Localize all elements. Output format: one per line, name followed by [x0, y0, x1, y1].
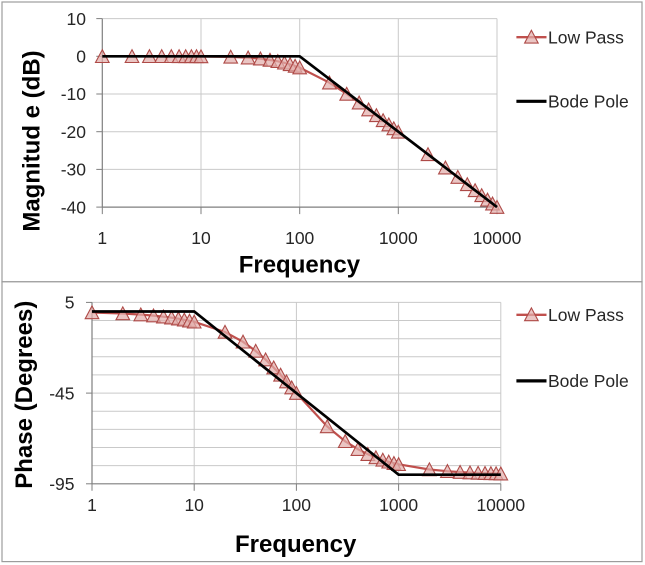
svg-text:-40: -40 [61, 197, 87, 217]
svg-text:100: 100 [285, 228, 314, 248]
svg-text:Bode Pole: Bode Pole [548, 371, 629, 391]
svg-text:100: 100 [282, 495, 311, 515]
svg-text:Bode Pole: Bode Pole [548, 92, 629, 112]
svg-text:10: 10 [67, 9, 87, 29]
svg-text:Frequency: Frequency [235, 531, 357, 558]
svg-text:Phase (Degrees): Phase (Degrees) [11, 301, 38, 489]
svg-text:1: 1 [97, 228, 107, 248]
svg-text:Low Pass: Low Pass [548, 27, 624, 47]
svg-text:5: 5 [65, 293, 75, 313]
svg-text:10000: 10000 [473, 228, 522, 248]
svg-text:10000: 10000 [476, 495, 525, 515]
svg-text:0: 0 [76, 47, 86, 67]
svg-text:1000: 1000 [379, 495, 418, 515]
svg-text:Low Pass: Low Pass [548, 305, 624, 325]
svg-text:10: 10 [191, 228, 211, 248]
svg-text:Frequency: Frequency [239, 252, 361, 279]
svg-text:10: 10 [184, 495, 204, 515]
svg-text:Magnitud e (dB): Magnitud e (dB) [19, 50, 46, 231]
svg-text:1: 1 [87, 495, 97, 515]
svg-text:-95: -95 [49, 474, 74, 494]
svg-text:1000: 1000 [379, 228, 418, 248]
svg-text:-20: -20 [61, 122, 87, 142]
svg-text:-10: -10 [61, 84, 87, 104]
svg-text:-30: -30 [61, 160, 87, 180]
svg-text:-45: -45 [49, 383, 74, 403]
